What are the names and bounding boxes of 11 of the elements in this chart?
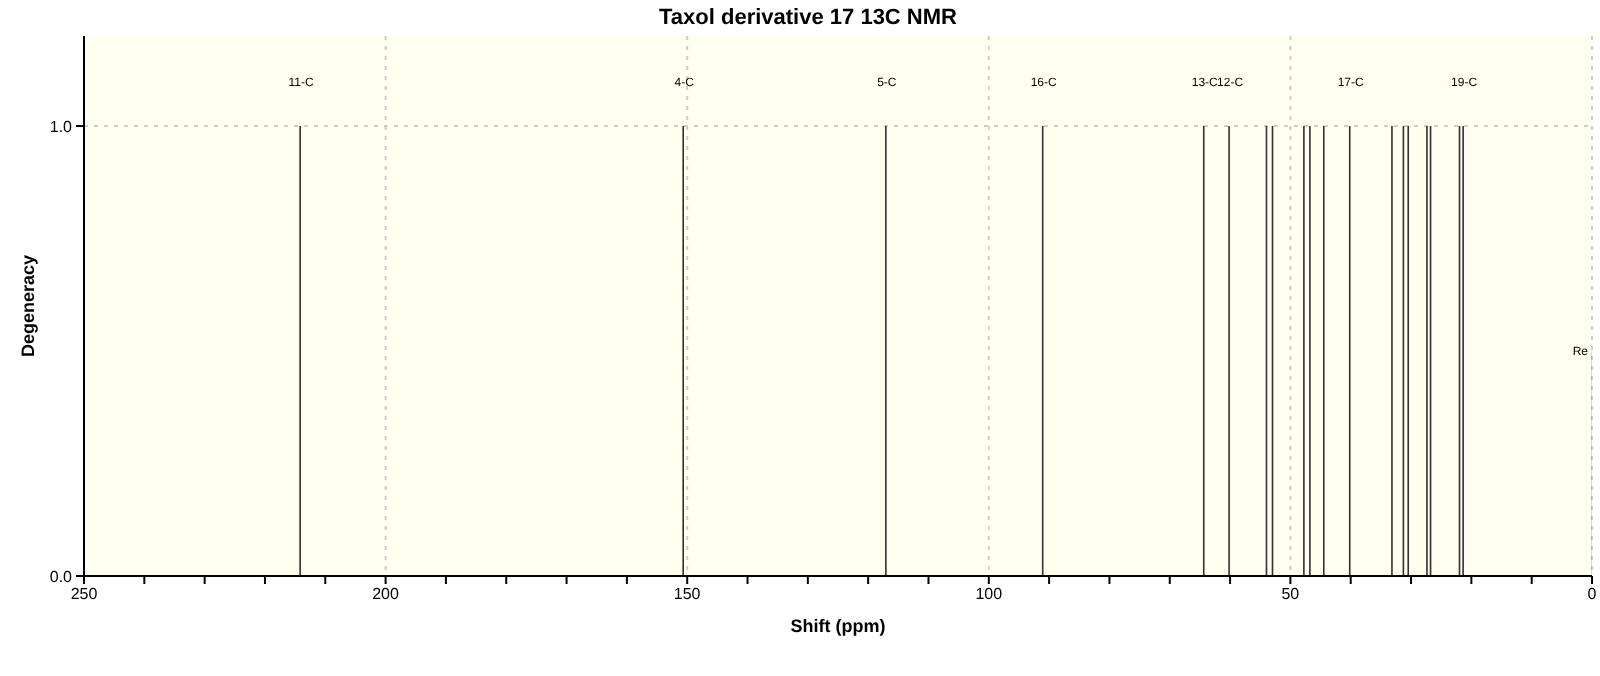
x-tick-label: 100 <box>975 585 1004 604</box>
x-tick-label: 150 <box>673 585 702 604</box>
y-tick-label: 0.0 <box>49 567 74 586</box>
x-tick-label: 50 <box>1281 585 1301 604</box>
y-tick-label: 1.0 <box>49 117 74 136</box>
x-tick-label: 250 <box>70 585 99 604</box>
chart-title: Taxol derivative 17 13C NMR <box>657 4 959 32</box>
x-tick-label: 0 <box>1587 585 1598 604</box>
y-axis-title: Degeneracy <box>18 254 39 358</box>
x-tick-label: 200 <box>372 585 401 604</box>
x-axis-title: Shift (ppm) <box>790 616 886 636</box>
